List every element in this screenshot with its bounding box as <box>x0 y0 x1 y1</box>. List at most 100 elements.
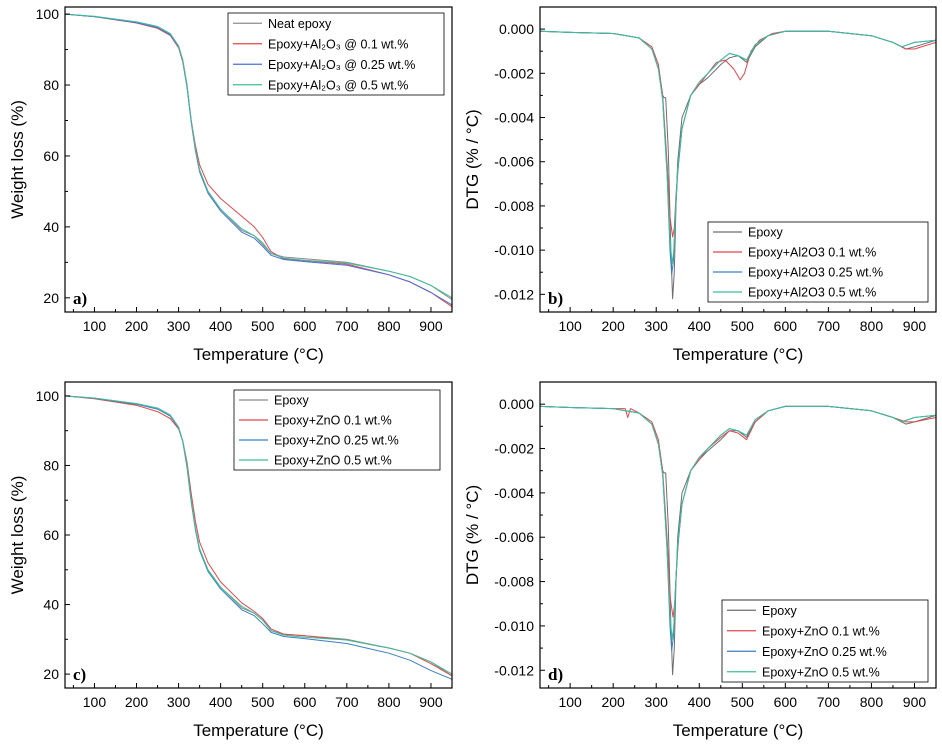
y-tick-label: -0.002 <box>494 65 534 81</box>
y-axis-label: Weight loss (%) <box>8 100 27 219</box>
series-line-3 <box>65 13 452 306</box>
legend-label: Epoxy+Al2O3 0.5 wt.% <box>748 286 876 300</box>
x-tick-label: 600 <box>293 694 317 710</box>
panel-label: a) <box>73 289 87 308</box>
legend: Epoxy Epoxy+ZnO 0.1 wt.% Epoxy+ZnO 0.25 wt… <box>721 599 929 683</box>
y-axis-label: Weight loss (%) <box>8 476 27 595</box>
x-tick-label: 500 <box>251 694 275 710</box>
x-tick-label: 100 <box>83 318 107 334</box>
legend-label: Epoxy+Al2O3 0.25 wt.% <box>748 266 883 280</box>
y-tick-label: 40 <box>43 597 59 613</box>
x-tick-label: 600 <box>293 318 317 334</box>
chart-panel-c: 100 200 300 400 500 600 700 800 900 20 40 60 80 100 Te… <box>8 381 453 740</box>
x-tick-label: 800 <box>377 318 401 334</box>
x-tick-label: 600 <box>774 318 798 334</box>
legend-box <box>721 599 929 683</box>
y-tick-label: 20 <box>43 666 59 682</box>
chart-panel-b: 100 200 300 400 500 600 700 800 900 0.000 -0.002 -0… <box>463 6 937 364</box>
chart-panel-a: 100 200 300 400 500 600 700 800 900 20 40 60 80 100 Te… <box>8 6 453 364</box>
y-tick-label: 100 <box>36 6 60 22</box>
series-line-2 <box>65 13 452 308</box>
y-tick-label: 100 <box>36 388 60 404</box>
series-line-3 <box>65 395 452 680</box>
x-tick-label: 700 <box>335 318 359 334</box>
panel-label: d) <box>548 665 563 684</box>
plot-frame <box>539 381 937 689</box>
x-tick-label: 900 <box>419 318 443 334</box>
x-tick-label: 200 <box>601 318 625 334</box>
x-tick-label: 800 <box>860 318 884 334</box>
x-tick-label: 200 <box>601 694 625 710</box>
x-tick-label: 700 <box>817 694 841 710</box>
series-group <box>540 30 936 300</box>
x-tick-label: 300 <box>167 694 191 710</box>
series-group <box>65 395 452 680</box>
y-tick-label: -0.010 <box>494 618 534 634</box>
legend-box <box>707 221 929 303</box>
legend: Epoxy Epoxy+Al2O3 0.1 wt.% Epoxy+Al2O3 0.2… <box>707 221 929 303</box>
y-tick-label: 80 <box>43 77 59 93</box>
y-tick-label: 60 <box>43 527 59 543</box>
y-tick-label: -0.008 <box>494 198 534 214</box>
y-tick-label: -0.004 <box>494 110 534 126</box>
x-tick-label: 500 <box>251 318 275 334</box>
x-tick-label: 300 <box>167 318 191 334</box>
plot-frame <box>539 6 937 313</box>
x-tick-label: 100 <box>558 694 582 710</box>
x-tick-label: 800 <box>377 694 401 710</box>
y-axis-label: DTG (% / °C) <box>463 485 482 585</box>
x-tick-label: 400 <box>209 694 233 710</box>
legend-label: Epoxy+Al₂O₃ @ 0.25 wt.% <box>268 58 415 72</box>
y-tick-label: -0.008 <box>494 574 534 590</box>
legend-label: Epoxy+Al₂O₃ @ 0.1 wt.% <box>268 37 408 51</box>
legend-label: Epoxy+ZnO 0.1 wt.% <box>762 624 880 638</box>
x-tick-label: 800 <box>860 694 884 710</box>
x-tick-label: 100 <box>558 318 582 334</box>
x-tick-label: 400 <box>209 318 233 334</box>
y-tick-label: 0.000 <box>499 396 534 412</box>
x-tick-label: 900 <box>903 318 927 334</box>
x-tick-label: 700 <box>335 694 359 710</box>
legend-label: Epoxy+ZnO 0.5 wt.% <box>762 665 880 679</box>
legend-label: Epoxy <box>762 604 797 618</box>
series-line-2 <box>540 30 936 238</box>
y-tick-label: -0.004 <box>494 485 534 501</box>
y-tick-label: 0.000 <box>499 21 534 37</box>
y-tick-label: -0.012 <box>494 662 534 678</box>
x-tick-label: 500 <box>731 694 755 710</box>
legend-box <box>233 389 441 471</box>
y-tick-label: 80 <box>43 457 59 473</box>
legend: Neat epoxy Epoxy+Al₂O₃ @ 0.1 wt.% Epoxy+Al… <box>227 12 445 96</box>
panel-label: c) <box>73 665 86 684</box>
x-tick-label: 100 <box>83 694 107 710</box>
x-tick-label: 600 <box>774 694 798 710</box>
x-axis-label: Temperature (°C) <box>673 721 804 740</box>
legend-label: Epoxy+ZnO 0.5 wt.% <box>274 454 392 468</box>
x-tick-label: 900 <box>419 694 443 710</box>
legend-label: Neat epoxy <box>268 17 332 31</box>
legend-label: Epoxy+ZnO 0.25 wt.% <box>274 434 399 448</box>
x-tick-label: 300 <box>645 694 669 710</box>
series-line-2 <box>540 405 936 618</box>
x-axis-label: Temperature (°C) <box>673 345 804 364</box>
y-axis-label: DTG (% / °C) <box>463 109 482 209</box>
series-line-4 <box>65 13 452 299</box>
x-tick-label: 200 <box>125 694 149 710</box>
panel-label: b) <box>548 289 563 308</box>
legend-label: Epoxy <box>748 226 783 240</box>
x-tick-label: 200 <box>125 318 149 334</box>
legend-label: Epoxy+ZnO 0.25 wt.% <box>762 645 887 659</box>
legend: Epoxy Epoxy+ZnO 0.1 wt.% Epoxy+ZnO 0.25 wt… <box>233 389 441 471</box>
y-tick-label: -0.010 <box>494 242 534 258</box>
y-tick-label: 60 <box>43 148 59 164</box>
series-line-4 <box>540 30 936 264</box>
series-group <box>65 13 452 308</box>
plot-frame <box>64 6 453 313</box>
chart-panel-d: 100 200 300 400 500 600 700 800 900 0.000 -0.002 -0… <box>463 381 937 740</box>
legend-label: Epoxy+Al2O3 0.1 wt.% <box>748 246 876 260</box>
x-axis-label: Temperature (°C) <box>193 721 324 740</box>
x-tick-label: 400 <box>688 694 712 710</box>
y-tick-label: 40 <box>43 219 59 235</box>
series-group <box>540 405 936 676</box>
